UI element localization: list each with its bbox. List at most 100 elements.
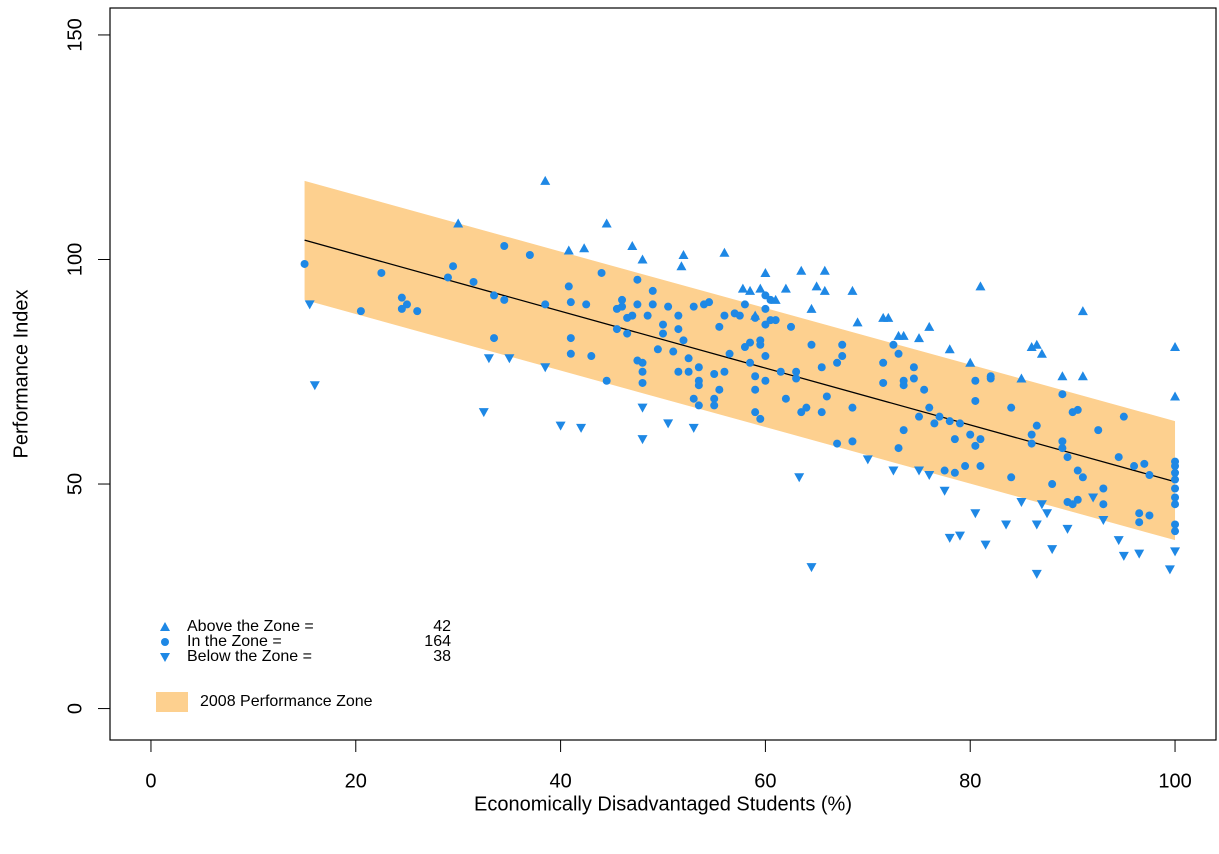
data-point [811, 281, 822, 291]
x-tick-label: 80 [959, 770, 981, 792]
data-point [756, 336, 765, 345]
data-point [781, 394, 790, 403]
data-point [944, 533, 955, 543]
data-point [833, 439, 842, 448]
data-point [971, 396, 980, 405]
data-point [966, 430, 975, 439]
data-point [1134, 549, 1145, 559]
data-point [587, 352, 596, 361]
data-point [1077, 306, 1088, 316]
data-point [1170, 391, 1181, 401]
data-point [638, 378, 647, 387]
x-tick-label: 100 [1158, 770, 1191, 792]
data-point [597, 268, 606, 277]
data-point [898, 330, 909, 340]
legend-label: In the Zone = [187, 633, 282, 650]
data-point [899, 426, 908, 435]
data-point [976, 435, 985, 444]
data-point [976, 462, 985, 471]
data-point [862, 455, 873, 465]
data-point [694, 363, 703, 372]
data-point [925, 403, 934, 412]
data-point [679, 336, 688, 345]
legend-marker [161, 638, 169, 646]
data-point [761, 376, 770, 385]
data-point [737, 283, 748, 293]
x-tick-label: 60 [754, 770, 776, 792]
data-point [648, 286, 657, 295]
data-point [792, 367, 801, 376]
data-point [914, 466, 925, 476]
data-point [787, 322, 796, 331]
data-point [792, 374, 801, 383]
data-point [1099, 484, 1108, 493]
data-point [1058, 390, 1067, 399]
data-point [676, 261, 687, 271]
data-point [848, 403, 857, 412]
data-point [643, 311, 652, 320]
data-point [1036, 348, 1047, 358]
legend-count: 42 [433, 618, 451, 635]
data-point [469, 277, 478, 286]
data-point [899, 381, 908, 390]
data-point [735, 311, 744, 320]
fit-line [304, 239, 1176, 483]
data-point [1042, 509, 1053, 519]
data-point [669, 347, 678, 356]
data-point [1171, 527, 1180, 536]
data-point [838, 352, 847, 361]
data-point [1135, 518, 1144, 527]
data-point [740, 300, 749, 309]
data-point [1099, 500, 1108, 509]
data-point [794, 473, 805, 483]
data-point [888, 466, 899, 476]
y-tick-label: 0 [64, 703, 86, 714]
data-point [1140, 459, 1149, 468]
data-point [833, 358, 842, 367]
data-point [894, 444, 903, 453]
data-point [1007, 403, 1016, 412]
legend-count: 164 [424, 633, 451, 650]
data-point [674, 311, 683, 320]
data-point [909, 374, 918, 383]
x-tick-label: 0 [145, 770, 156, 792]
data-point [540, 175, 551, 185]
data-point [715, 385, 724, 394]
data-point [950, 468, 959, 477]
data-point [894, 349, 903, 358]
data-point [817, 408, 826, 417]
data-point [746, 358, 755, 367]
data-point [483, 354, 494, 364]
data-point [1171, 484, 1180, 493]
data-point [1077, 371, 1088, 381]
data-point [945, 417, 954, 426]
data-point [1170, 547, 1181, 557]
data-point [1073, 495, 1082, 504]
data-point [582, 300, 591, 309]
data-point [443, 273, 452, 282]
data-point [806, 303, 817, 313]
data-point [1001, 520, 1012, 530]
data-point [924, 321, 935, 331]
data-point [540, 363, 551, 373]
x-axis-title: Economically Disadvantaged Students (%) [474, 793, 852, 815]
data-point [1135, 509, 1144, 518]
data-point [1164, 565, 1175, 575]
data-point [710, 394, 719, 403]
data-point [819, 265, 830, 275]
data-point [637, 254, 648, 264]
data-point [1171, 462, 1180, 471]
data-point [566, 298, 575, 307]
data-point [780, 283, 791, 293]
data-point [915, 412, 924, 421]
data-point [720, 311, 729, 320]
data-point [719, 247, 730, 257]
data-point [638, 358, 647, 367]
data-point [564, 282, 573, 291]
data-point [664, 302, 673, 311]
data-point [1026, 342, 1037, 352]
data-point [1171, 468, 1180, 477]
data-point [1058, 444, 1067, 453]
data-point [653, 345, 662, 354]
data-point [986, 374, 995, 383]
